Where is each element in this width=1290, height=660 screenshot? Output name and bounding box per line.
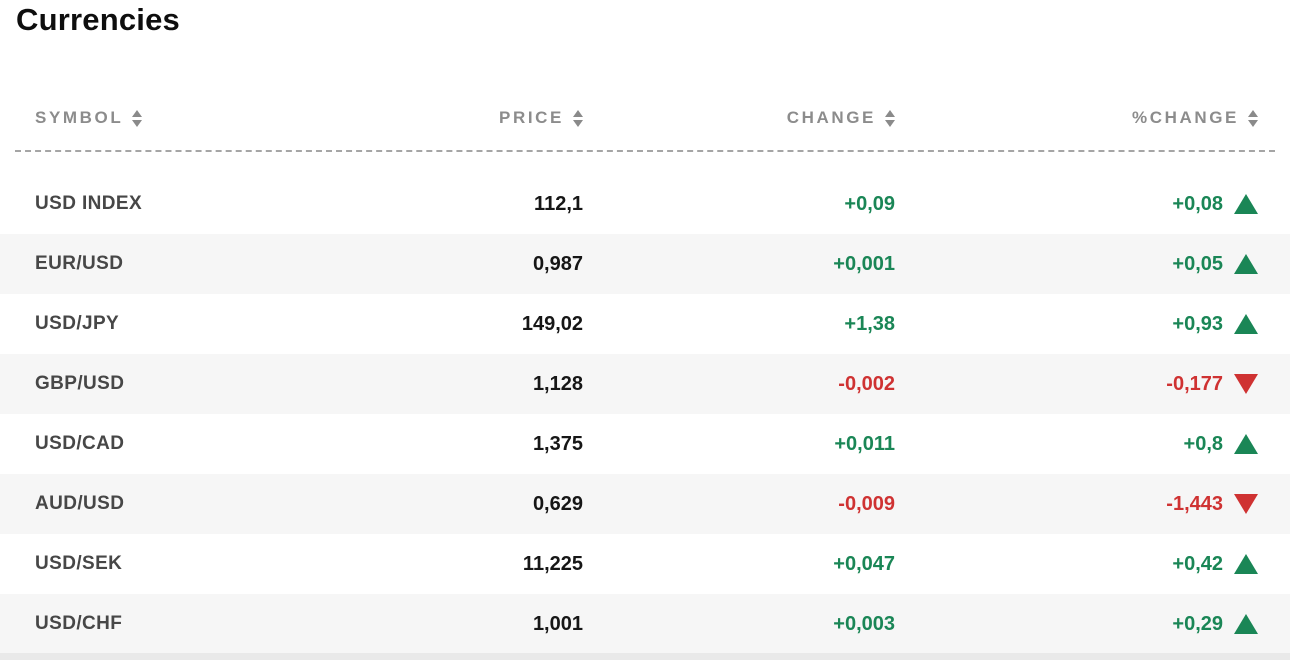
- table-header-row: SYMBOL PRICE CHANGE %CHANGE: [0, 102, 1290, 134]
- column-header-symbol[interactable]: SYMBOL: [35, 108, 305, 128]
- pct-change-cell: +0,8: [1184, 433, 1258, 456]
- change-cell: +1,38: [844, 312, 895, 335]
- price-cell: 149,02: [521, 312, 583, 335]
- symbol-cell: USD/CAD: [35, 433, 125, 454]
- currencies-table-body: USD INDEX 112,1 +0,09 +0,08 EUR/USD 0,98…: [0, 174, 1290, 654]
- sort-icon[interactable]: [885, 109, 895, 127]
- column-header-change[interactable]: CHANGE: [787, 108, 895, 128]
- table-row[interactable]: AUD/USD 0,629 -0,009 -1,443: [0, 474, 1290, 534]
- column-header-price-label: PRICE: [499, 108, 564, 127]
- pct-change-cell: -0,177: [1166, 373, 1258, 396]
- symbol-cell: USD/JPY: [35, 313, 120, 334]
- pct-change-cell: +0,29: [1172, 613, 1258, 636]
- pct-change-value: +0,29: [1172, 612, 1223, 635]
- table-row[interactable]: USD/CAD 1,375 +0,011 +0,8: [0, 414, 1290, 474]
- sort-icon[interactable]: [1248, 109, 1258, 127]
- table-row[interactable]: USD INDEX 112,1 +0,09 +0,08: [0, 174, 1290, 234]
- price-cell: 1,375: [532, 432, 583, 455]
- page-title: Currencies: [16, 2, 180, 37]
- column-header-pct-change-label: %CHANGE: [1132, 108, 1239, 127]
- pct-change-value: +0,08: [1172, 192, 1223, 215]
- price-cell: 0,987: [532, 252, 583, 275]
- table-row[interactable]: USD/SEK 11,225 +0,047 +0,42: [0, 534, 1290, 594]
- sort-icon[interactable]: [573, 109, 583, 127]
- direction-arrow-icon: [1234, 434, 1258, 454]
- pct-change-cell: +0,05: [1172, 253, 1258, 276]
- price-cell: 0,629: [532, 492, 583, 515]
- direction-arrow-icon: [1234, 254, 1258, 274]
- pct-change-cell: -1,443: [1166, 493, 1258, 516]
- change-cell: +0,003: [833, 612, 895, 635]
- symbol-cell: USD/SEK: [35, 553, 123, 574]
- pct-change-cell: +0,42: [1172, 553, 1258, 576]
- direction-arrow-icon: [1234, 494, 1258, 514]
- pct-change-cell: +0,08: [1172, 193, 1258, 216]
- change-cell: -0,002: [838, 372, 895, 395]
- direction-arrow-icon: [1234, 314, 1258, 334]
- table-row[interactable]: EUR/USD 0,987 +0,001 +0,05: [0, 234, 1290, 294]
- pct-change-cell: +0,93: [1172, 313, 1258, 336]
- sort-icon[interactable]: [132, 109, 143, 127]
- change-cell: -0,009: [838, 492, 895, 515]
- table-row[interactable]: USD/CHF 1,001 +0,003 +0,29: [0, 594, 1290, 654]
- column-header-symbol-label: SYMBOL: [35, 108, 124, 127]
- price-cell: 11,225: [522, 552, 583, 575]
- symbol-cell: GBP/USD: [35, 373, 125, 394]
- pct-change-value: -1,443: [1166, 492, 1223, 515]
- change-cell: +0,001: [833, 252, 895, 275]
- symbol-cell: AUD/USD: [35, 493, 125, 514]
- change-cell: +0,047: [833, 552, 895, 575]
- symbol-cell: USD/CHF: [35, 613, 123, 634]
- direction-arrow-icon: [1234, 194, 1258, 214]
- header-divider: [15, 150, 1275, 152]
- price-cell: 112,1: [534, 192, 583, 215]
- table-row[interactable]: USD/JPY 149,02 +1,38 +0,93: [0, 294, 1290, 354]
- direction-arrow-icon: [1234, 614, 1258, 634]
- price-cell: 1,128: [532, 372, 583, 395]
- change-cell: +0,09: [844, 192, 895, 215]
- pct-change-value: -0,177: [1166, 372, 1223, 395]
- symbol-cell: EUR/USD: [35, 253, 124, 274]
- table-row[interactable]: GBP/USD 1,128 -0,002 -0,177: [0, 354, 1290, 414]
- symbol-cell: USD INDEX: [35, 193, 143, 214]
- direction-arrow-icon: [1234, 374, 1258, 394]
- column-header-change-label: CHANGE: [786, 108, 876, 127]
- direction-arrow-icon: [1234, 554, 1258, 574]
- pct-change-value: +0,05: [1172, 252, 1223, 275]
- price-cell: 1,001: [532, 612, 583, 635]
- pct-change-value: +0,93: [1172, 312, 1223, 335]
- pct-change-value: +0,8: [1183, 432, 1223, 455]
- column-header-price[interactable]: PRICE: [499, 108, 583, 128]
- bottom-divider-strip: [0, 653, 1290, 660]
- change-cell: +0,011: [834, 432, 895, 455]
- pct-change-value: +0,42: [1172, 552, 1223, 575]
- column-header-pct-change[interactable]: %CHANGE: [1132, 108, 1258, 128]
